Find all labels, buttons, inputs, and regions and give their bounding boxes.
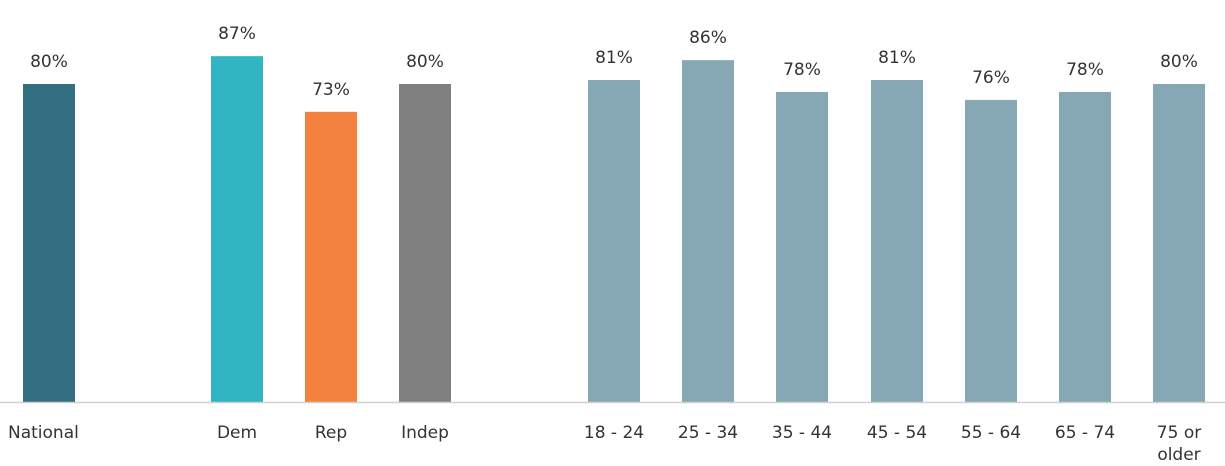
category-label: 18 - 24 [584,423,644,443]
category-label: 75 or older [1157,423,1201,465]
category-labels-group: National Dem Rep Indep 18 - 24 25 - 34 35 - 44… [8,423,1201,465]
value-label: 73% [312,80,350,100]
bar-dem [211,56,263,403]
bar-indep [399,84,451,402]
category-label: 25 - 34 [678,423,738,443]
value-label: 81% [878,48,916,68]
category-label: Indep [401,423,449,443]
value-label: 87% [218,24,256,44]
value-label: 80% [1160,52,1198,72]
category-label: 65 - 74 [1055,423,1115,443]
category-label: 35 - 44 [772,423,832,443]
bar-18-24 [588,80,640,403]
bar-25-34 [682,60,734,403]
category-label: Rep [315,423,347,443]
category-label: National [8,423,79,443]
bar-rep [305,111,357,402]
value-label: 76% [972,68,1010,88]
value-labels-group: 80% 87% 73% 80% 81% 86% 78% 81% 76% 78% 80% [30,24,1198,100]
value-label: 80% [30,52,68,72]
value-label: 80% [406,52,444,72]
value-label: 78% [783,60,821,80]
bar-55-64 [965,99,1017,403]
category-label: 55 - 64 [961,423,1021,443]
value-label: 78% [1066,60,1104,80]
bar-35-44 [776,91,828,402]
value-label: 81% [595,48,633,68]
category-label: Dem [217,423,257,443]
category-label: 45 - 54 [867,423,927,443]
bar-65-74 [1059,91,1111,402]
bar-national [23,84,75,402]
value-label: 86% [689,28,727,48]
bar-45-54 [871,80,923,403]
bar-75-or-older [1153,84,1205,402]
bars-group [23,56,1205,403]
